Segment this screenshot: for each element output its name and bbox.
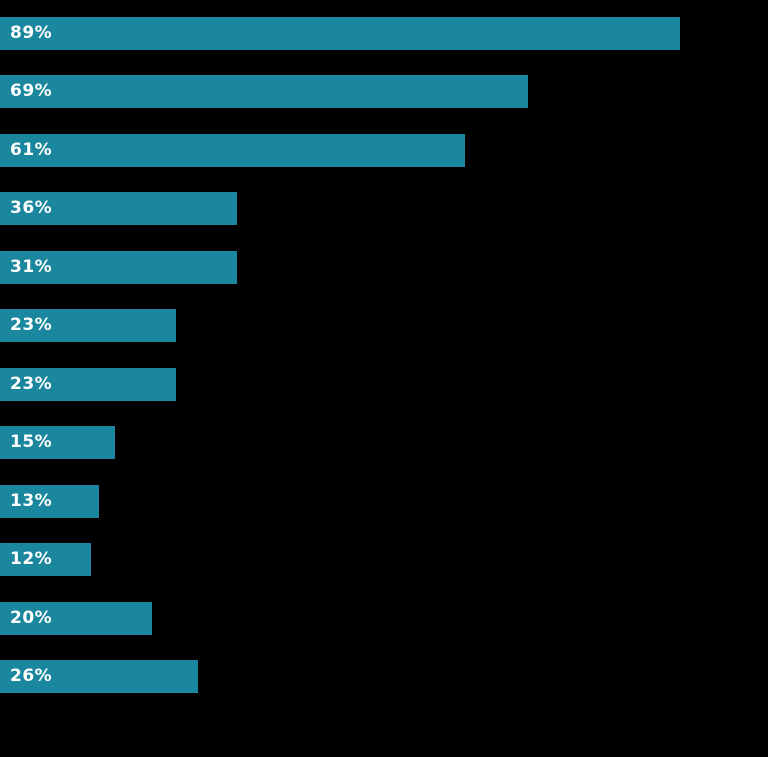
bar: 15%	[0, 426, 115, 459]
bar: 89%	[0, 17, 680, 50]
bar: 69%	[0, 75, 528, 108]
bar-value-label: 23%	[10, 374, 53, 394]
bar-row: 12%	[0, 543, 91, 576]
bar-value-label: 69%	[10, 81, 53, 101]
bar-row: 31%	[0, 251, 237, 284]
bar-value-label: 15%	[10, 432, 53, 452]
bar-row: 36%	[0, 192, 237, 225]
bar-value-label: 20%	[10, 608, 53, 628]
bar-value-label: 31%	[10, 257, 53, 277]
bar-row: 23%	[0, 309, 176, 342]
bar-row: 13%	[0, 485, 99, 518]
bar-row: 20%	[0, 602, 152, 635]
bar: 12%	[0, 543, 91, 576]
bar: 23%	[0, 368, 176, 401]
bar-value-label: 26%	[10, 666, 53, 686]
bar: 61%	[0, 134, 465, 167]
bar-value-label: 23%	[10, 315, 53, 335]
bar-row: 61%	[0, 134, 465, 167]
bar: 20%	[0, 602, 152, 635]
bar: 26%	[0, 660, 198, 693]
bar-row: 26%	[0, 660, 198, 693]
bar: 31%	[0, 251, 237, 284]
bar-value-label: 36%	[10, 198, 53, 218]
bar-row: 23%	[0, 368, 176, 401]
bar-row: 15%	[0, 426, 115, 459]
bar: 36%	[0, 192, 237, 225]
bar-row: 69%	[0, 75, 528, 108]
bar-value-label: 13%	[10, 491, 53, 511]
bar: 13%	[0, 485, 99, 518]
bar-value-label: 12%	[10, 549, 53, 569]
bar-row: 89%	[0, 17, 680, 50]
bar: 23%	[0, 309, 176, 342]
bar-value-label: 61%	[10, 140, 53, 160]
bar-value-label: 89%	[10, 23, 53, 43]
